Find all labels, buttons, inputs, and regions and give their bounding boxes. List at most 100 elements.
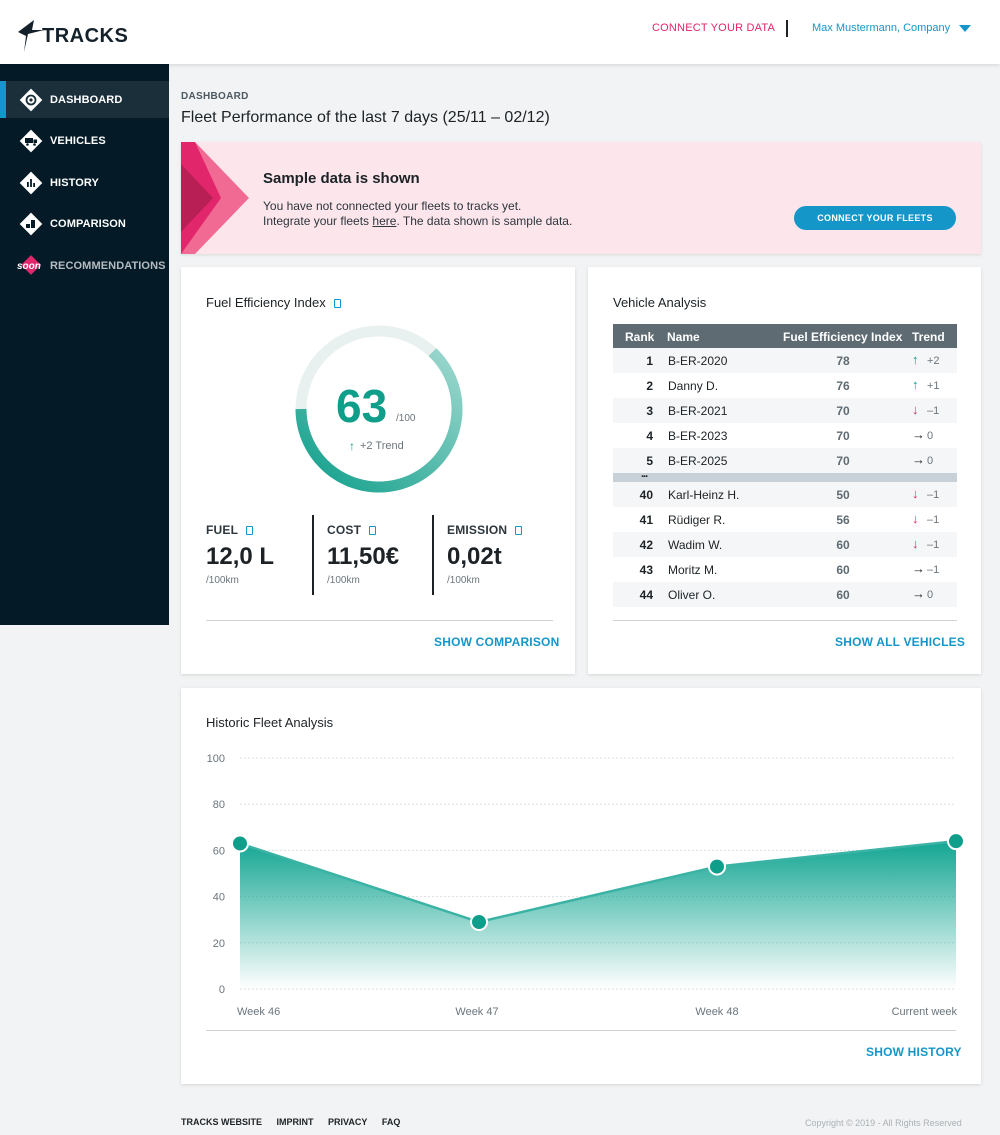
history-card-title: Historic Fleet Analysis <box>206 715 334 730</box>
fuel-efficiency-card: Fuel Efficiency Index 63 /100 ↑ +2 Trend … <box>181 267 575 674</box>
user-name: Max Mustermann, Company <box>812 22 951 34</box>
table-row[interactable]: 40 Karl-Heinz H. 50 ↓ –1 <box>613 482 957 507</box>
row-fei: 70 <box>836 404 850 418</box>
chart-point[interactable] <box>947 832 965 851</box>
table-gap-label: ... <box>641 468 648 480</box>
chart-point[interactable] <box>708 857 726 876</box>
row-rank: 42 <box>639 538 653 552</box>
dashboard-icon <box>19 88 43 112</box>
metric-label: FUEL <box>206 523 274 537</box>
row-fei: 70 <box>836 454 850 468</box>
metric-label-text: FUEL <box>206 523 239 537</box>
row-trend: –1 <box>927 539 940 551</box>
info-icon[interactable] <box>369 526 377 535</box>
x-tick-label: Current week <box>892 1006 958 1018</box>
row-fei: 76 <box>836 379 850 393</box>
show-all-vehicles-link[interactable]: SHOW ALL VEHICLES <box>835 635 966 649</box>
table-row[interactable]: 43 Moritz M. 60 → –1 <box>613 557 957 582</box>
show-comparison-link[interactable]: SHOW COMPARISON <box>434 635 560 649</box>
row-trend: 0 <box>927 455 934 467</box>
row-fei: 56 <box>836 513 850 527</box>
table-body-top: 1 B-ER-2020 78 ↑ +2 2 Danny D. 76 ↑ +1 3 B-ER-2021 7… <box>613 348 957 473</box>
vehicle-table: Rank Name Fuel Efficiency Index Trend 1 B… <box>613 324 957 607</box>
banner-line-1: You have not connected your fleets to tr… <box>263 199 522 213</box>
x-tick-label: Week 48 <box>695 1006 738 1018</box>
sidebar-item-recommendations[interactable]: soon RECOMMENDATIONS <box>0 247 169 284</box>
row-rank: 40 <box>639 488 653 502</box>
fuel-index-trend-label: +2 Trend <box>360 440 404 452</box>
table-row[interactable]: 1 B-ER-2020 78 ↑ +2 <box>613 348 957 373</box>
card-divider <box>613 620 957 621</box>
column-header-trend: Trend <box>912 330 945 344</box>
chart-points <box>231 832 965 932</box>
row-name: B-ER-2021 <box>668 404 728 418</box>
row-rank: 3 <box>646 404 653 418</box>
metric-value: 12,0 L <box>206 543 275 570</box>
info-icon[interactable] <box>515 526 523 535</box>
row-fei: 78 <box>836 354 850 368</box>
connect-data-link[interactable]: CONNECT YOUR DATA <box>652 22 775 34</box>
info-icon[interactable] <box>246 526 254 535</box>
integrate-here-link[interactable]: here <box>372 214 397 228</box>
user-menu[interactable]: Max Mustermann, Company <box>812 22 972 34</box>
metric-label: COST <box>327 523 399 537</box>
row-fei: 60 <box>836 588 850 602</box>
chart-point[interactable] <box>231 834 249 853</box>
historic-fleet-card: Historic Fleet Analysis 0 20 40 60 80 100 Wee… <box>181 688 981 1084</box>
y-tick-label: 40 <box>213 892 225 904</box>
row-trend: –1 <box>927 405 940 417</box>
tracks-logo[interactable]: TRACKS <box>18 19 128 53</box>
table-row[interactable]: 42 Wadim W. 60 ↓ –1 <box>613 532 957 557</box>
card-divider <box>206 1030 956 1031</box>
table-row[interactable]: 2 Danny D. 76 ↑ +1 <box>613 373 957 398</box>
footer-link-faq[interactable]: FAQ <box>381 1117 401 1127</box>
table-row[interactable]: 4 B-ER-2023 70 → 0 <box>613 423 957 448</box>
chart-x-ticks: Week 46 Week 47 Week 48 Current week <box>237 1006 957 1018</box>
row-trend: 0 <box>927 589 934 601</box>
footer-link-imprint[interactable]: IMPRINT <box>276 1117 314 1127</box>
row-name: Oliver O. <box>668 588 716 602</box>
breadcrumb: DASHBOARD <box>181 91 249 102</box>
sidebar-item-label: HISTORY <box>50 176 99 189</box>
y-tick-label: 60 <box>213 845 225 857</box>
info-icon[interactable] <box>333 299 341 308</box>
x-tick-label: Week 46 <box>237 1006 280 1018</box>
row-trend: +2 <box>927 355 940 367</box>
table-row[interactable]: 3 B-ER-2021 70 ↓ –1 <box>613 398 957 423</box>
metric-label: EMISSION <box>447 523 523 537</box>
sidebar-item-vehicles[interactable]: VEHICLES <box>0 122 169 159</box>
metric-divider <box>312 515 314 595</box>
row-name: Danny D. <box>668 379 719 393</box>
metric-emission: EMISSION 0,02t /100km <box>447 523 523 586</box>
fuel-index-unit: /100 <box>396 413 416 424</box>
fuel-card-title-text: Fuel Efficiency Index <box>206 295 326 310</box>
row-name: B-ER-2020 <box>668 354 728 368</box>
arrow-up-icon: ↑ <box>912 377 919 392</box>
card-divider <box>206 620 553 621</box>
top-bar: TRACKS CONNECT YOUR DATA Max Mustermann,… <box>0 0 1000 64</box>
row-name: B-ER-2023 <box>668 429 728 443</box>
chart-point[interactable] <box>470 913 488 932</box>
metric-divider <box>432 515 434 595</box>
column-header-fei: Fuel Efficiency Index <box>783 330 903 344</box>
banner-text: You have not connected your fleets to tr… <box>263 199 572 229</box>
sidebar-item-comparison[interactable]: COMPARISON <box>0 205 169 242</box>
row-trend: –1 <box>927 564 940 576</box>
metric-value: 11,50€ <box>327 543 400 570</box>
logo-text: TRACKS <box>42 24 129 47</box>
arrow-right-icon: → <box>912 561 925 576</box>
arrow-down-icon: ↓ <box>912 536 919 551</box>
connect-fleets-button[interactable]: CONNECT YOUR FLEETS <box>794 206 956 230</box>
sidebar-item-dashboard[interactable]: DASHBOARD <box>0 81 169 118</box>
banner-line-2: Integrate your fleets here. The data sho… <box>263 214 572 229</box>
y-tick-label: 100 <box>207 753 225 765</box>
table-row[interactable]: 5 B-ER-2025 70 → 0 <box>613 448 957 473</box>
sidebar-item-history[interactable]: HISTORY <box>0 164 169 201</box>
show-history-link[interactable]: SHOW HISTORY <box>866 1045 962 1059</box>
footer-link-website[interactable]: TRACKS WEBSITE <box>181 1117 262 1127</box>
arrow-down-icon: ↓ <box>912 402 919 417</box>
table-row[interactable]: 41 Rüdiger R. 56 ↓ –1 <box>613 507 957 532</box>
table-row[interactable]: 44 Oliver O. 60 → 0 <box>613 582 957 607</box>
footer-link-privacy[interactable]: PRIVACY <box>328 1117 368 1127</box>
row-name: Karl-Heinz H. <box>668 488 740 502</box>
